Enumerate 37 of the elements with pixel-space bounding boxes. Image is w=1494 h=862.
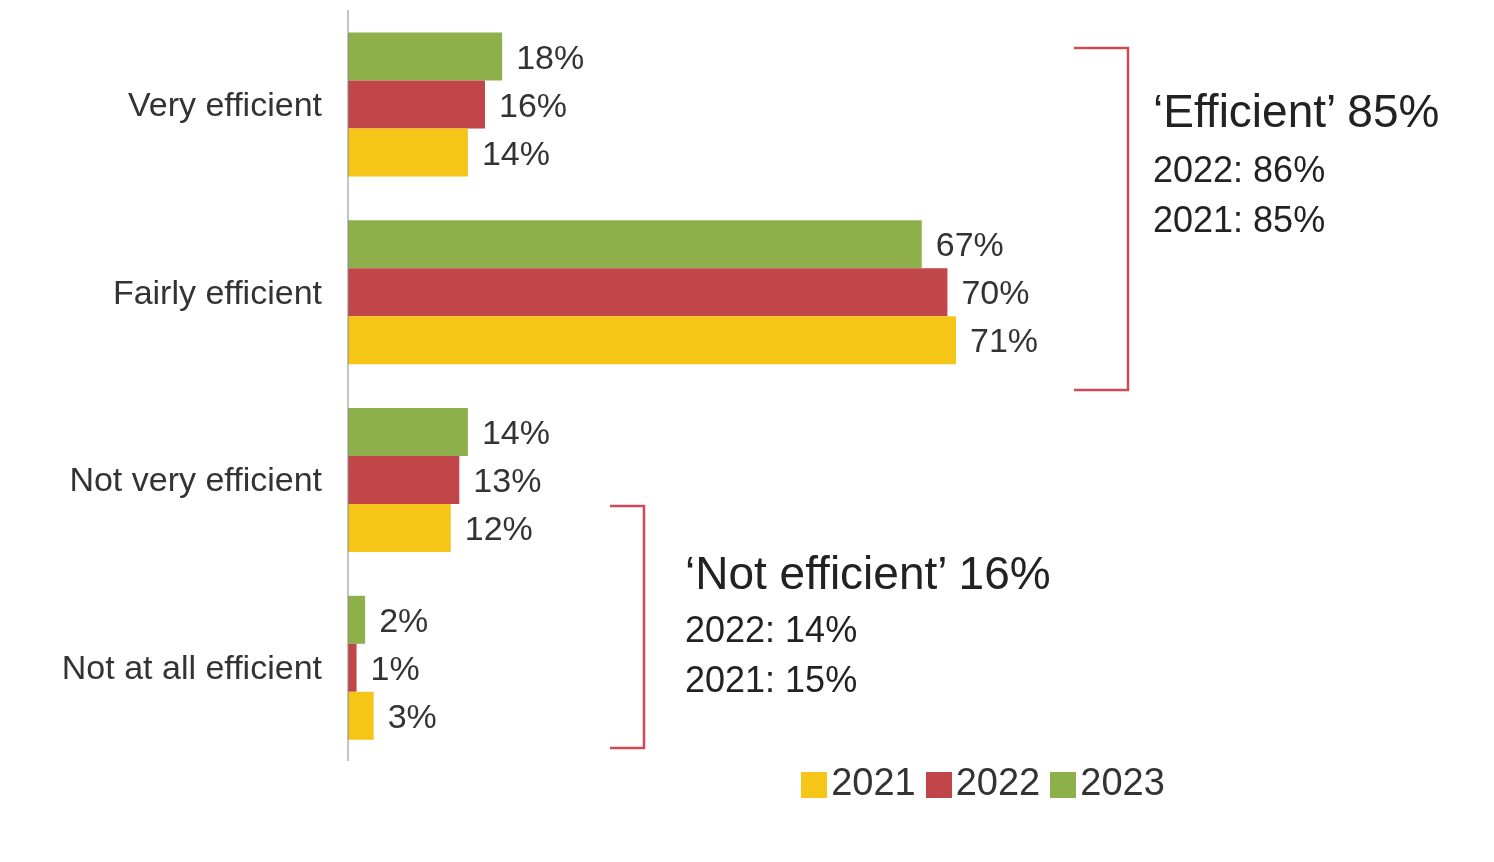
text: 2022: 86% <box>1153 149 1326 190</box>
y-tick-label: Fairly efficient <box>112 272 323 311</box>
bar <box>348 408 468 457</box>
bar <box>348 268 948 317</box>
y-tick-label: Not at all efficient <box>61 648 323 687</box>
data-label: 3% <box>387 696 437 735</box>
annotation: 2021: 15% <box>685 659 858 700</box>
text: ‘Efficient’ 85% <box>1153 85 1440 137</box>
data-label: 71% <box>970 321 1039 360</box>
bar <box>348 456 460 505</box>
text: 2021: 85% <box>1153 199 1326 240</box>
data-label: 14% <box>481 133 550 172</box>
data-label: 70% <box>961 273 1030 312</box>
data-label: 14% <box>481 413 550 452</box>
data-label: 12% <box>464 509 533 548</box>
data-label: 2% <box>379 600 429 639</box>
bar <box>348 595 366 644</box>
annotation: 2022: 14% <box>685 609 858 650</box>
data-label: 13% <box>473 461 542 500</box>
bar <box>348 32 503 81</box>
legend-label: 2022 <box>955 761 1041 803</box>
legend-label: 2021 <box>831 761 916 803</box>
bar <box>348 80 486 129</box>
bar <box>348 316 956 365</box>
annotation: ‘Not efficient’ 16% <box>685 547 1051 599</box>
bar <box>348 128 468 177</box>
bar <box>348 643 357 692</box>
bar <box>348 220 922 269</box>
bar <box>348 691 374 740</box>
bar <box>348 504 451 553</box>
y-tick-label: Not very efficient <box>69 460 323 499</box>
data-label: 16% <box>499 85 568 124</box>
legend-label: 2023 <box>1080 761 1165 803</box>
data-label: 67% <box>935 225 1004 264</box>
data-label: 1% <box>370 648 420 687</box>
y-tick-label: Very efficient <box>127 84 323 123</box>
data-label: 18% <box>516 37 585 76</box>
